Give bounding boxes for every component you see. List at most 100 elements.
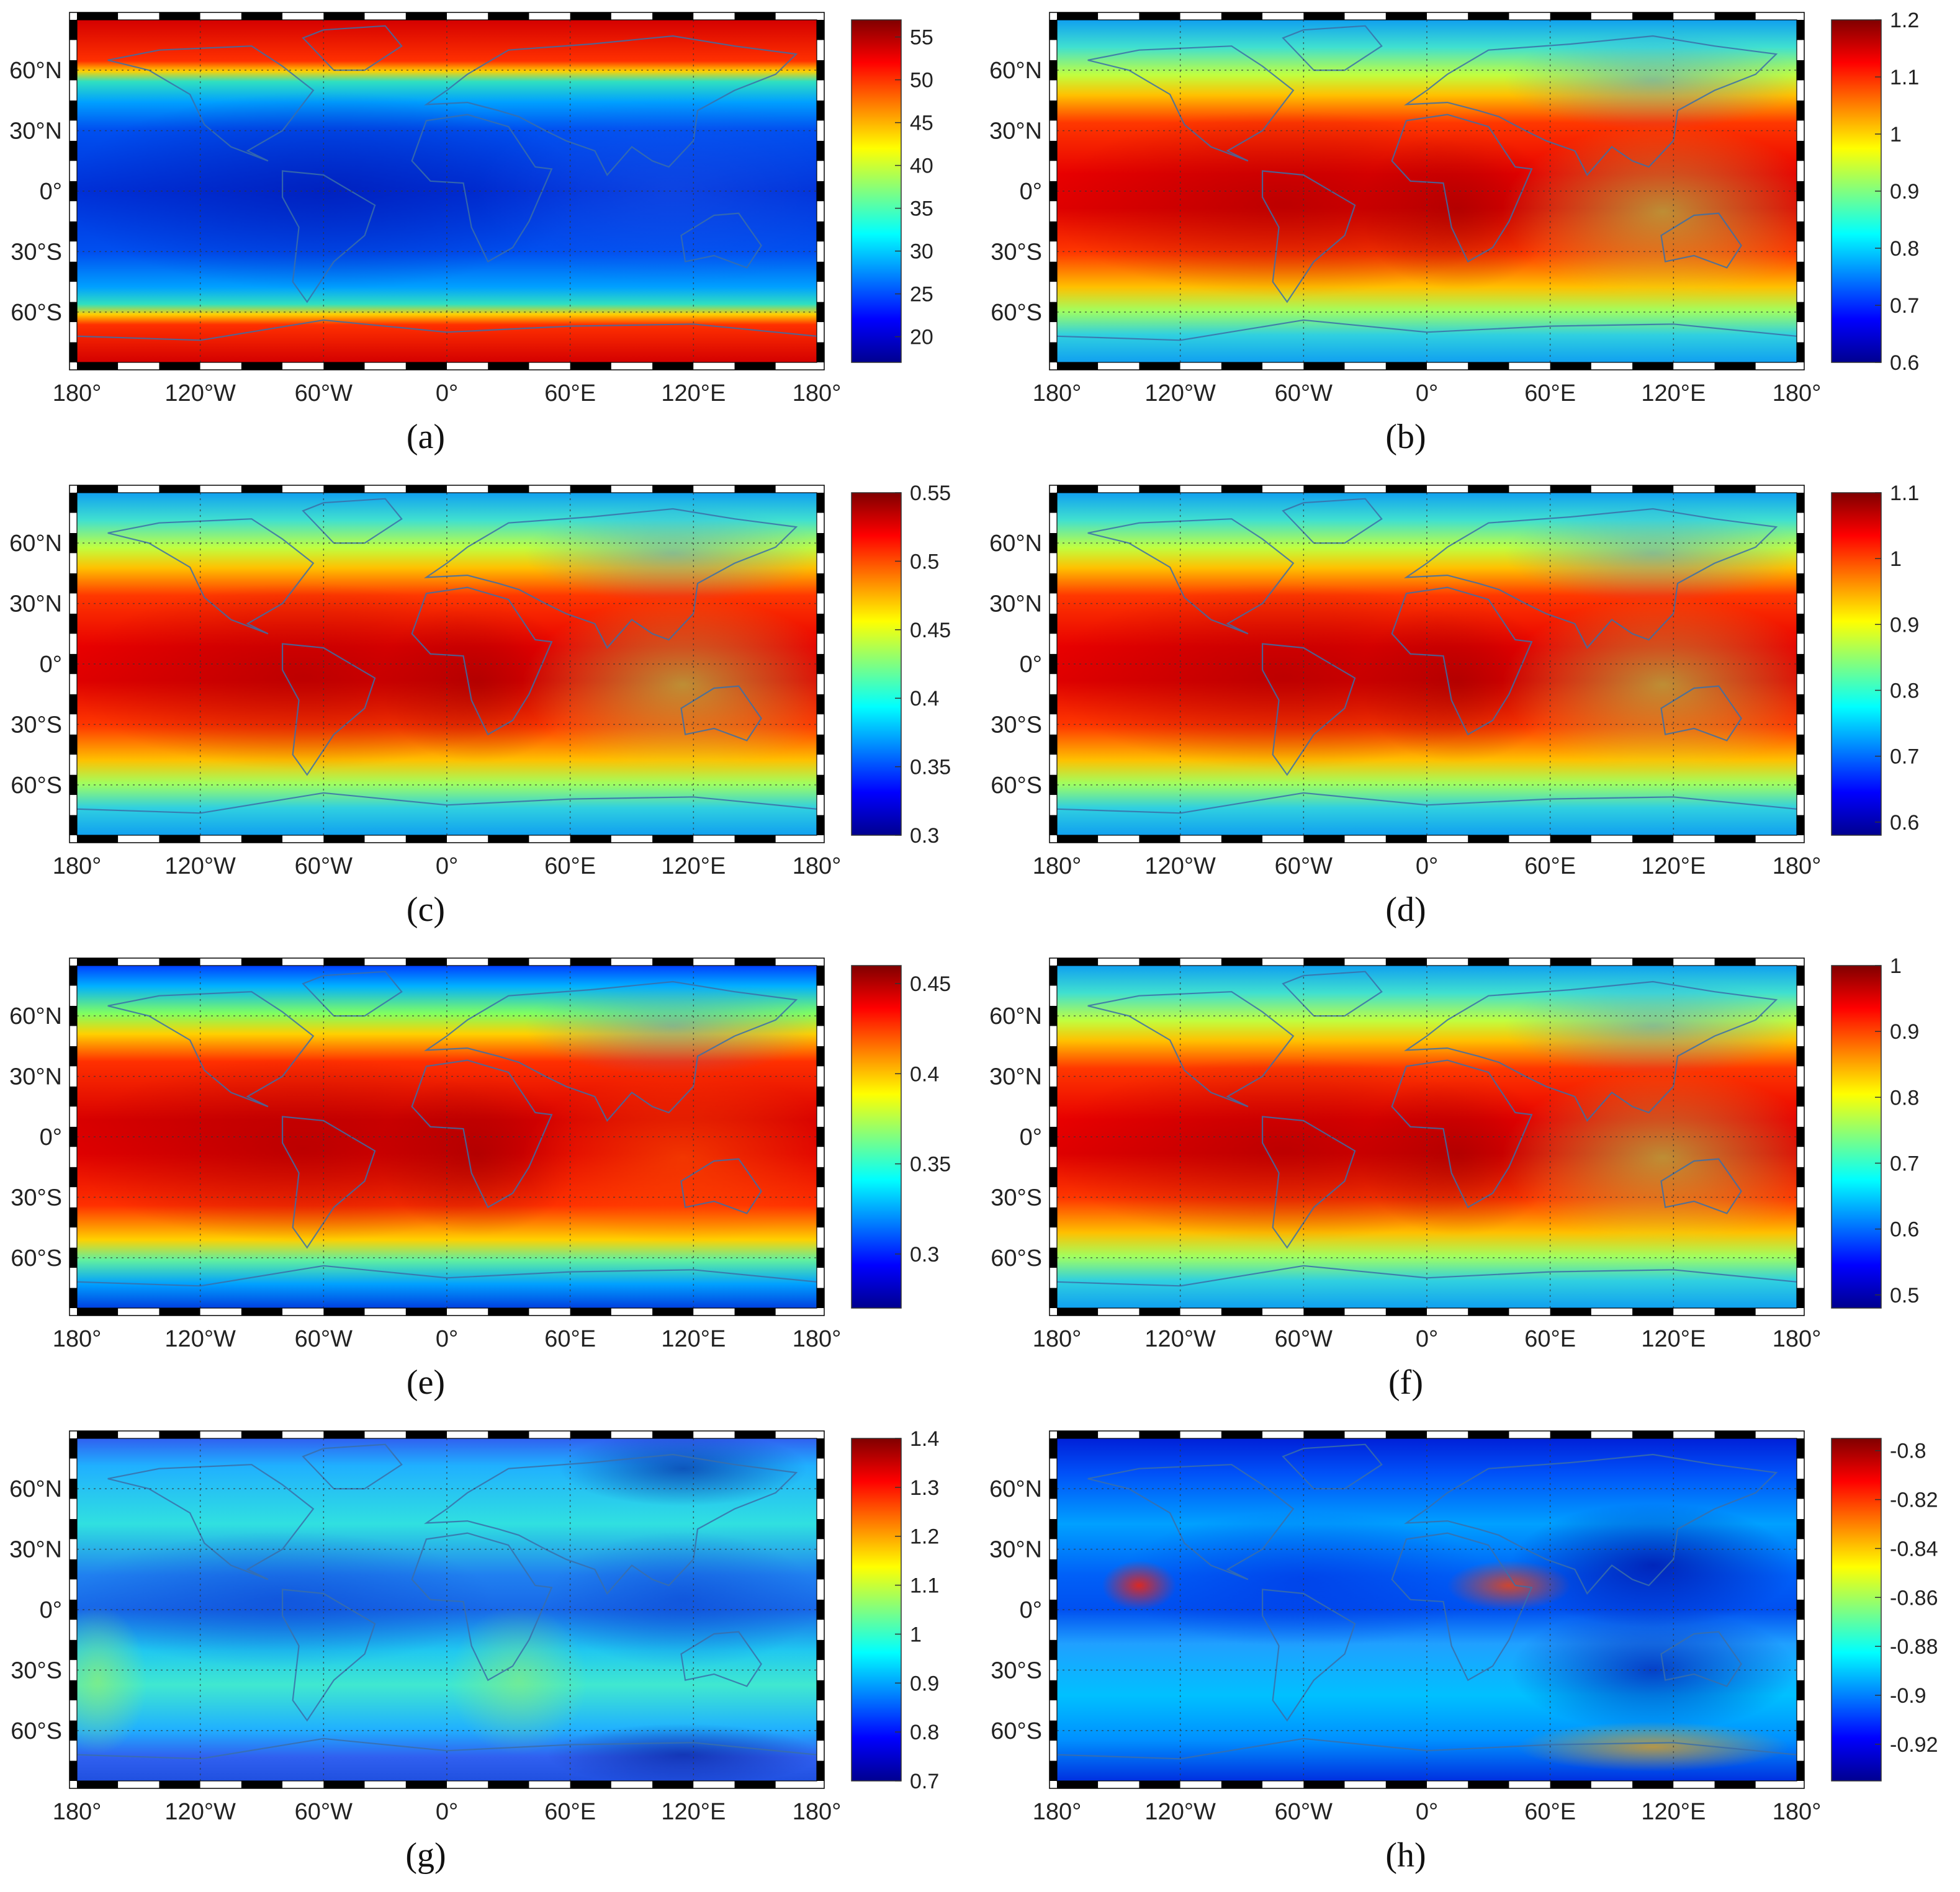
panel-c: 60°N 30°N 0° 30°S 60°S 180° 120°W 60°W 0° 60°E 120… bbox=[0, 473, 980, 946]
frame-segment bbox=[1180, 485, 1221, 493]
frame-segment bbox=[817, 1147, 824, 1167]
frame-border bbox=[1049, 957, 1805, 1316]
continent-outline bbox=[282, 1116, 376, 1249]
lat-tick-label: 30°S bbox=[991, 712, 1042, 738]
frame-segment bbox=[1057, 958, 1099, 966]
frame-segment bbox=[70, 1660, 77, 1680]
frame-segment bbox=[70, 755, 77, 775]
frame-segment bbox=[1050, 1458, 1057, 1479]
frame-segment bbox=[405, 1781, 447, 1788]
colorbar-tick-label: 0.35 bbox=[910, 1153, 951, 1177]
frame-segment bbox=[70, 1680, 77, 1701]
frame-segment bbox=[1050, 1660, 1057, 1680]
frame-segment bbox=[77, 485, 119, 493]
frame-segment bbox=[1050, 201, 1057, 222]
frame-segment bbox=[1797, 1247, 1804, 1268]
frame-segment bbox=[118, 485, 160, 493]
lat-tick-label: 30°N bbox=[989, 119, 1042, 145]
lon-tick-label: 0° bbox=[436, 380, 458, 406]
frame-segment bbox=[1632, 1781, 1674, 1788]
colorbar-tick-label: 1 bbox=[1890, 954, 1902, 978]
frame-segment bbox=[1714, 12, 1756, 20]
continent-outline bbox=[1087, 518, 1295, 635]
frame-segment bbox=[652, 958, 694, 966]
lat-tick-label: 30°N bbox=[989, 1064, 1042, 1090]
map-plot: 60°N 30°N 0° 30°S 60°S 180° 120°W 60°W 0° 60°E 120… bbox=[989, 954, 1919, 1352]
frame-segment bbox=[775, 958, 817, 966]
field-lobe bbox=[1501, 124, 1797, 298]
frame-segment bbox=[1755, 362, 1797, 370]
frame-segment bbox=[1797, 1478, 1804, 1499]
frame-segment bbox=[1180, 1308, 1221, 1316]
panel-h: 60°N 30°N 0° 30°S 60°S 180° 120°W 60°W 0° 60°E 120… bbox=[980, 1419, 1960, 1891]
frame-segment bbox=[1797, 1227, 1804, 1248]
frame-segment bbox=[1797, 1026, 1804, 1046]
frame-segment bbox=[1057, 835, 1099, 843]
frame-segment bbox=[1632, 958, 1674, 966]
colorbar bbox=[851, 19, 902, 363]
frame-segment bbox=[70, 1458, 77, 1479]
frame-segment bbox=[70, 1478, 77, 1499]
frame-segment bbox=[1509, 958, 1550, 966]
frame-segment bbox=[775, 1431, 817, 1438]
lon-tick-label: 120°W bbox=[1144, 853, 1216, 879]
lat-tick-label: 60°S bbox=[11, 1245, 62, 1271]
continent-outline bbox=[282, 643, 376, 776]
continent-outline bbox=[282, 170, 376, 303]
lon-tick-label: 120°E bbox=[661, 380, 726, 406]
frame-segment bbox=[1385, 485, 1427, 493]
frame-segment bbox=[1797, 1458, 1804, 1479]
frame-segment bbox=[817, 1126, 824, 1147]
frame-segment bbox=[1591, 1781, 1633, 1788]
lat-tick-label: 60°N bbox=[989, 58, 1042, 84]
panel-label: (e) bbox=[406, 1363, 446, 1402]
colorbar-tick-label: 1.1 bbox=[1890, 482, 1919, 505]
frame-segment bbox=[70, 60, 77, 81]
frame-segment bbox=[1797, 20, 1804, 40]
lon-tick-label: 180° bbox=[1033, 1799, 1082, 1825]
continent-outline bbox=[1282, 498, 1383, 544]
frame-segment bbox=[323, 485, 365, 493]
frame-segment bbox=[817, 1005, 824, 1026]
colorbar bbox=[1831, 19, 1882, 363]
field-lobe bbox=[474, 98, 817, 284]
frame-segment bbox=[1303, 1308, 1345, 1316]
frame-segment bbox=[1050, 1559, 1057, 1580]
frame-border bbox=[69, 957, 825, 1316]
continent-outline bbox=[1404, 1453, 1778, 1595]
frame-segment bbox=[1797, 734, 1804, 755]
colorbar-tick-label: 20 bbox=[910, 326, 933, 349]
frame-segment bbox=[70, 1539, 77, 1559]
frame-segment bbox=[405, 1308, 447, 1316]
colorbar-tick-label: 1.2 bbox=[910, 1525, 939, 1549]
frame-segment bbox=[1050, 261, 1057, 282]
field-lobe bbox=[1510, 1503, 1796, 1628]
lon-tick-label: 120°W bbox=[164, 1326, 236, 1352]
continent-outline bbox=[1087, 45, 1295, 162]
lon-tick-label: 60°W bbox=[295, 853, 353, 879]
continent-outline bbox=[1660, 685, 1742, 742]
frame-segment bbox=[734, 362, 776, 370]
frame-segment bbox=[200, 1431, 241, 1438]
continent-outline bbox=[302, 25, 403, 71]
lon-tick-label: 180° bbox=[1033, 1326, 1082, 1352]
frame-segment bbox=[693, 1431, 735, 1438]
frame-segment bbox=[1550, 485, 1591, 493]
frame-segment bbox=[1344, 362, 1386, 370]
frame-segment bbox=[159, 1308, 200, 1316]
frame-segment bbox=[1797, 493, 1804, 513]
frame-segment bbox=[1050, 755, 1057, 775]
frame-segment bbox=[817, 674, 824, 694]
continent-outline bbox=[302, 1443, 403, 1490]
continent-outline bbox=[424, 508, 798, 649]
lat-tick-label: 30°N bbox=[9, 119, 62, 145]
colorbar-tick-label: -0.9 bbox=[1890, 1684, 1926, 1708]
colorbar-tick-label: 30 bbox=[910, 240, 933, 264]
frame-segment bbox=[817, 302, 824, 323]
colorbar-tick-label: 1 bbox=[1890, 547, 1902, 571]
frame-segment bbox=[1468, 1781, 1509, 1788]
frame-segment bbox=[1180, 1431, 1221, 1438]
frame-segment bbox=[817, 755, 824, 775]
frame-segment bbox=[1797, 120, 1804, 141]
frame-segment bbox=[529, 485, 570, 493]
